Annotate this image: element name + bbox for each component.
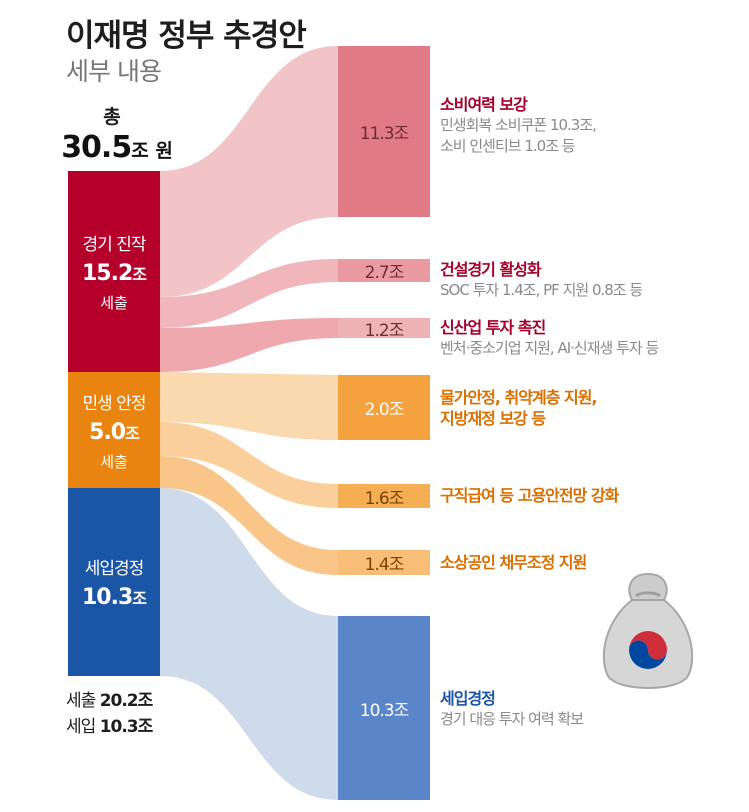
flow-boost-construction [160,259,338,328]
source-live-note: 세출 [100,452,128,471]
summary-revenue-value: 10.3조 [99,717,154,737]
label-smallbiz: 소상공인 채무조정 지원 [440,552,587,573]
label-industry-desc: 벤처·중소기업 지원, AI·신재생 투자 등 [440,339,659,357]
label-consumption: 소비여력 보강 민생회복 소비쿠폰 10.3조, 소비 인센티브 1.0조 등 [440,94,597,157]
label-employment: 구직급여 등 고용안전망 강화 [440,485,619,506]
source-boost-note: 세출 [100,294,128,312]
target-industry-box: 1.2조 [338,318,430,341]
flow-live-prices [160,372,338,440]
source-revenue-name: 세입경정 [84,559,145,579]
label-smallbiz-heading: 소상공인 채무조정 지원 [440,553,587,572]
label-prices: 물가안정, 취약계층 지원, 지방재정 보강 등 [440,387,597,429]
page-title: 이재명 정부 추경안 [66,18,307,54]
summary-revenue-label: 세입 [66,717,96,737]
summary-revenue: 세입 10.3조 [66,714,154,740]
source-revenue-amount: 10.3조 [81,585,147,610]
label-revenue-desc: 경기 대응 투자 여력 확보 [440,710,584,728]
label-industry-heading: 신산업 투자 촉진 [440,318,546,337]
summary-spend-label: 세출 [66,691,96,711]
source-live-box: 민생 안정 5.0조 세출 [68,372,160,488]
source-boost-value: 15.2 [81,261,133,286]
source-live-unit: 조 [125,423,140,443]
label-revenue-heading: 세입경정 [440,689,496,708]
target-smallbiz-box: 1.4조 [338,550,430,575]
label-consumption-desc-1: 민생회복 소비쿠폰 10.3조, [440,116,597,134]
source-revenue-value: 10.3 [81,585,133,610]
source-live-amount: 5.0조 [89,419,140,445]
source-live-name: 민생 안정 [82,393,147,414]
taegeuk-icon [629,631,667,669]
summary-spend-value: 20.2조 [99,691,154,711]
label-consumption-desc-2: 소비 인센티브 1.0조 등 [440,137,576,155]
flow-boost-industry [160,318,338,372]
label-industry: 신산업 투자 촉진 벤처·중소기업 지원, AI·신재생 투자 등 [440,317,659,359]
flow-boost-consumption [160,46,338,297]
source-live-value: 5.0 [89,419,126,445]
label-prices-heading-2: 지방재정 보강 등 [440,409,546,428]
money-bag-icon [602,572,694,689]
label-revenue: 세입경정 경기 대응 투자 여력 확보 [440,688,584,730]
page-subtitle: 세부 내용 [66,57,162,86]
summary-spend: 세출 20.2조 [66,688,154,714]
label-prices-heading-1: 물가안정, 취약계층 지원, [440,388,597,407]
label-construction-desc: SOC 투자 1.4조, PF 지원 0.8조 등 [440,281,643,299]
target-employment-box: 1.6조 [338,484,430,509]
label-employment-heading: 구직급여 등 고용안전망 강화 [440,486,619,505]
total-unit: 조 원 [131,140,173,162]
label-construction-heading: 건설경기 활성화 [440,260,542,279]
total-value: 30.5조 원 [52,130,182,165]
total-label: 총 [103,106,121,128]
source-revenue-box: 세입경정 10.3조 [68,488,160,676]
flow-live-employment [160,422,338,508]
source-boost-amount: 15.2조 [81,261,147,286]
target-prices-box: 2.0조 [338,375,430,440]
flow-revenue [160,488,338,800]
label-consumption-heading: 소비여력 보강 [440,95,528,114]
source-boost-box: 경기 진작 15.2조 세출 [68,171,160,372]
target-revenue-box: 10.3조 [338,616,430,800]
source-revenue-unit: 조 [132,589,147,608]
flow-live-smallbiz [160,456,338,575]
label-construction: 건설경기 활성화 SOC 투자 1.4조, PF 지원 0.8조 등 [440,259,643,301]
target-construction-box: 2.7조 [338,259,430,283]
source-boost-name: 경기 진작 [82,235,147,255]
source-boost-unit: 조 [132,265,147,284]
total-summary: 세출 20.2조 세입 10.3조 [66,688,154,740]
target-consumption-box: 11.3조 [338,46,430,217]
total-amount: 30.5 [61,130,132,165]
